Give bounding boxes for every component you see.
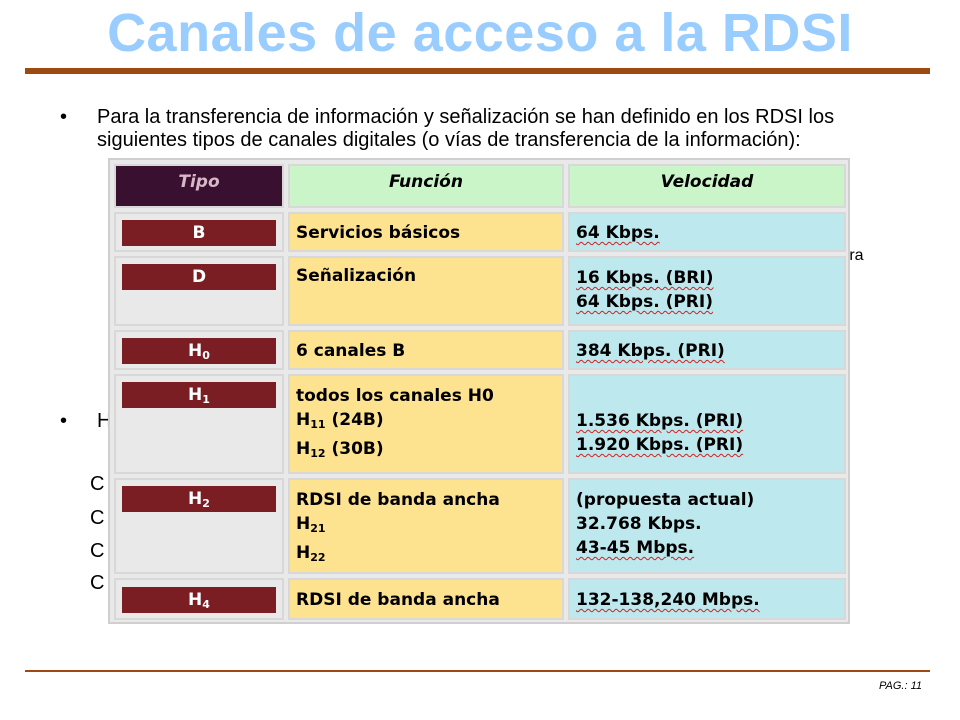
table-row-funcion: RDSI de banda ancha	[288, 578, 564, 620]
sub-item: C	[90, 540, 105, 562]
bullet-marker: •	[60, 410, 68, 432]
table-row-funcion: Señalización	[288, 256, 564, 326]
table-row-funcion: RDSI de banda ancha H21 H22	[288, 478, 564, 574]
table-row-tipo: H4	[114, 578, 284, 620]
header-funcion: Función	[288, 164, 564, 208]
table-row-velocidad: 64 Kbps.	[568, 212, 846, 252]
bullet-text-2: H	[97, 410, 112, 432]
sub-item: C	[90, 572, 105, 594]
header-tipo: Tipo	[114, 164, 284, 208]
table-row-funcion: todos los canales H0 H11 (24B) H12 (30B)	[288, 374, 564, 474]
table-row-velocidad: (propuesta actual) 32.768 Kbps. 43-45 Mb…	[568, 478, 846, 574]
page-number: PAG.: 11	[878, 680, 922, 692]
bullet-marker: •	[60, 106, 68, 128]
footer-divider	[25, 670, 930, 672]
title-divider	[25, 68, 930, 74]
bullet-text-1: Para la transferencia de información y s…	[97, 106, 835, 151]
table-row-velocidad: 384 Kbps. (PRI)	[568, 330, 846, 370]
table-row-velocidad: 16 Kbps. (BRI) 64 Kbps. (PRI)	[568, 256, 846, 326]
table-row-tipo: H0	[114, 330, 284, 370]
table-row-tipo: D	[114, 256, 284, 326]
table-row-velocidad: 1.536 Kbps. (PRI) 1.920 Kbps. (PRI)	[568, 374, 846, 474]
table-row-funcion: Servicios básicos	[288, 212, 564, 252]
table-row-tipo: H1	[114, 374, 284, 474]
channel-types-table: Tipo Función Velocidad B Servicios básic…	[108, 158, 850, 624]
table-row-velocidad: 132-138,240 Mbps.	[568, 578, 846, 620]
sub-item: C	[90, 507, 105, 529]
sub-item: C	[90, 473, 105, 495]
table-row-funcion: 6 canales B	[288, 330, 564, 370]
table-row-tipo: B	[114, 212, 284, 252]
slide-title: Canales de acceso a la RDSI	[107, 3, 853, 63]
header-velocidad: Velocidad	[568, 164, 846, 208]
table-row-tipo: H2	[114, 478, 284, 574]
